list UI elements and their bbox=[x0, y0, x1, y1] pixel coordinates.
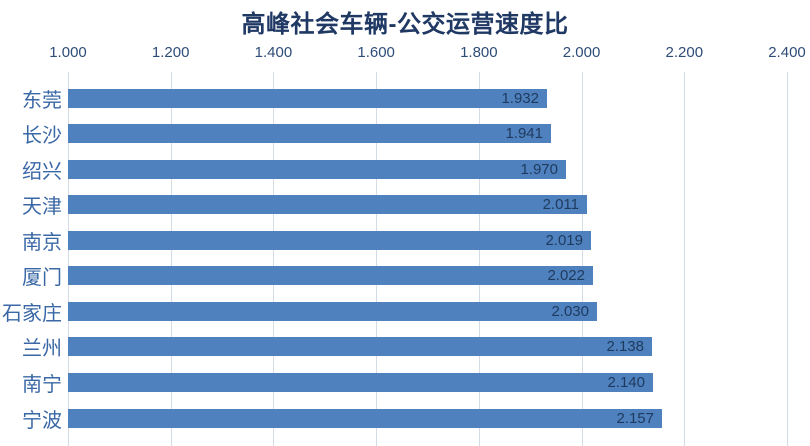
gridline bbox=[684, 72, 685, 446]
bar: 2.022 bbox=[68, 266, 593, 286]
category-label: 绍兴 bbox=[22, 160, 62, 183]
category-label: 东莞 bbox=[22, 89, 62, 112]
bar: 1.970 bbox=[68, 159, 566, 179]
category-label: 兰州 bbox=[22, 338, 62, 361]
bar: 1.932 bbox=[68, 88, 547, 108]
gridline bbox=[787, 72, 788, 446]
gridline bbox=[582, 72, 583, 446]
category-label: 厦门 bbox=[22, 267, 62, 290]
gridline bbox=[273, 72, 274, 446]
category-label: 南宁 bbox=[22, 373, 62, 396]
category-label: 南京 bbox=[22, 231, 62, 254]
gridline bbox=[479, 72, 480, 446]
category-label: 天津 bbox=[22, 196, 62, 219]
bar: 2.140 bbox=[68, 372, 653, 392]
bar-value-label: 1.970 bbox=[520, 160, 558, 178]
x-axis-tick-label: 1.000 bbox=[49, 44, 87, 61]
bar-value-label: 2.030 bbox=[551, 302, 589, 320]
bar: 1.941 bbox=[68, 124, 551, 144]
x-axis-tick-label: 2.200 bbox=[665, 44, 704, 61]
x-axis-tick-label: 1.400 bbox=[254, 44, 293, 61]
category-label: 长沙 bbox=[22, 125, 62, 148]
gridline bbox=[68, 72, 69, 446]
bar: 2.030 bbox=[68, 301, 597, 321]
bar-value-label: 1.941 bbox=[505, 125, 543, 143]
bar-value-label: 2.140 bbox=[607, 373, 645, 391]
bar-value-label: 1.932 bbox=[501, 89, 539, 107]
x-axis-tick-label: 1.200 bbox=[151, 44, 190, 61]
x-axis-tick-label: 2.000 bbox=[562, 44, 601, 61]
x-axis-tick-label: 1.800 bbox=[460, 44, 498, 61]
gridline bbox=[171, 72, 172, 446]
bar: 2.138 bbox=[68, 337, 652, 357]
gridline bbox=[376, 72, 377, 446]
bar-value-label: 2.011 bbox=[542, 196, 579, 214]
bar-value-label: 2.138 bbox=[606, 338, 644, 356]
category-label: 宁波 bbox=[22, 409, 62, 432]
x-axis-tick-label: 1.600 bbox=[357, 44, 395, 61]
bar: 2.011 bbox=[68, 195, 587, 215]
category-label: 石家庄 bbox=[2, 302, 62, 325]
bar-value-label: 2.019 bbox=[545, 231, 583, 249]
bar-value-label: 2.157 bbox=[616, 409, 654, 427]
bar-value-label: 2.022 bbox=[547, 267, 585, 285]
chart-title: 高峰社会车辆-公交运营速度比 bbox=[241, 11, 569, 38]
x-axis-tick-label: 2.400 bbox=[768, 44, 806, 61]
bar: 2.019 bbox=[68, 230, 591, 250]
bar: 2.157 bbox=[68, 408, 662, 428]
